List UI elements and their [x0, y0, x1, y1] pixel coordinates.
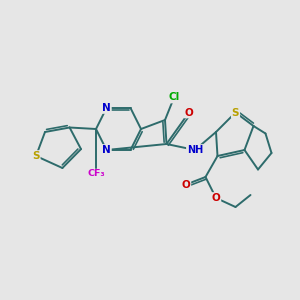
Text: O: O	[184, 107, 194, 118]
Text: S: S	[232, 107, 239, 118]
Text: CF₃: CF₃	[87, 169, 105, 178]
Text: NH: NH	[187, 145, 203, 155]
Text: N: N	[102, 103, 111, 113]
Text: S: S	[32, 151, 40, 161]
Text: Cl: Cl	[168, 92, 180, 103]
Text: N: N	[102, 145, 111, 155]
Text: O: O	[212, 193, 220, 203]
Text: O: O	[182, 179, 190, 190]
